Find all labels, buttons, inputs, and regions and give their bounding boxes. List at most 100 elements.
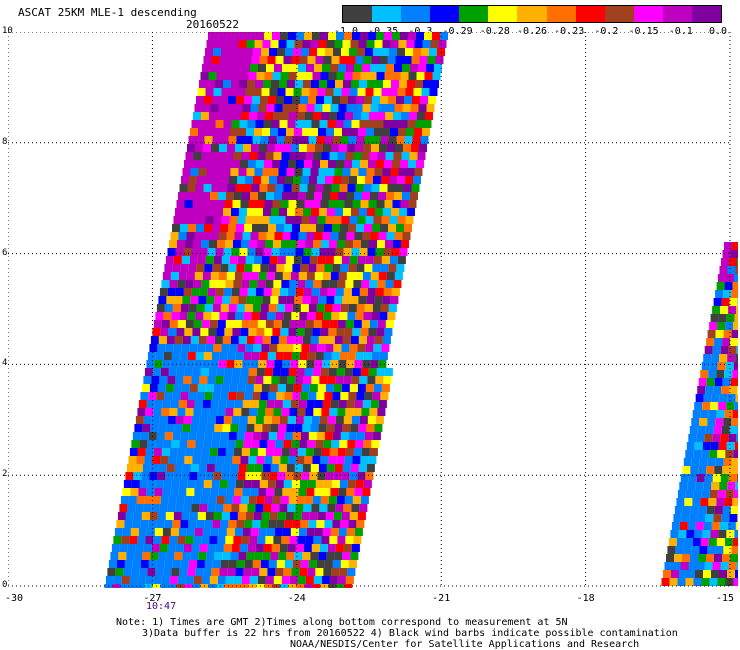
- swath-cell: [243, 312, 252, 320]
- swath-cell: [181, 472, 190, 480]
- swath-cell: [153, 320, 162, 328]
- swath-cell: [671, 570, 679, 578]
- swath-cell: [126, 464, 135, 472]
- swath-cell: [280, 32, 288, 40]
- swath-cell: [338, 360, 347, 368]
- swath-cell: [162, 400, 171, 408]
- swath-cell: [329, 576, 338, 584]
- swath-cell: [245, 472, 254, 480]
- swath-cell: [285, 384, 294, 392]
- swath-cell: [325, 256, 334, 264]
- map-plot[interactable]: [8, 32, 738, 588]
- swath-cell: [162, 528, 171, 536]
- swath-cell: [254, 168, 263, 176]
- swath-cell: [313, 112, 321, 120]
- swath-cell: [225, 408, 234, 416]
- swath-cell: [242, 232, 251, 240]
- swath-cell: [366, 336, 375, 344]
- swath-cell: [291, 312, 300, 320]
- swath-cell: [326, 424, 335, 432]
- swath-cell: [207, 208, 215, 216]
- swath-cell: [226, 272, 235, 280]
- swath-cell: [141, 384, 150, 392]
- swath-cell: [342, 424, 351, 432]
- swath-cell: [259, 480, 268, 488]
- swath-cell: [382, 336, 391, 344]
- swath-cell: [203, 312, 212, 320]
- swath-cell: [311, 288, 320, 296]
- swath-cell: [272, 328, 281, 336]
- swath-cell: [251, 480, 260, 488]
- swath-cell: [270, 168, 279, 176]
- swath-cell: [362, 232, 371, 240]
- swath-cell: [293, 472, 302, 480]
- swath-cell: [264, 32, 272, 40]
- swath-cell: [213, 176, 221, 184]
- swath-cell: [397, 88, 406, 96]
- swath-cell: [254, 464, 263, 472]
- swath-cell: [297, 536, 306, 544]
- swath-cell: [279, 416, 288, 424]
- swath-cell: [260, 304, 269, 312]
- swath-cell: [228, 392, 237, 400]
- swath-cell: [347, 352, 356, 360]
- swath-cell: [215, 288, 224, 296]
- swath-cell: [378, 232, 387, 240]
- swath-cell: [708, 410, 717, 418]
- swath-cell: [724, 242, 732, 250]
- swath-cell: [227, 480, 236, 488]
- swath-cell: [306, 272, 315, 280]
- swath-cell: [214, 552, 223, 560]
- swath-cell: [294, 424, 303, 432]
- swath-cell: [734, 274, 738, 282]
- swath-cell: [185, 320, 194, 328]
- swath-cell: [727, 482, 736, 490]
- swath-cell: [306, 528, 315, 536]
- swath-cell: [173, 344, 182, 352]
- swath-cell: [322, 104, 331, 112]
- swath-cell: [174, 296, 183, 304]
- swath-cell: [402, 64, 410, 72]
- swath-cell: [296, 368, 305, 376]
- swath-cell: [695, 522, 704, 530]
- swath-cell: [246, 424, 255, 432]
- swath-cell: [720, 434, 729, 442]
- swath-cell: [730, 554, 738, 562]
- swath-cell: [360, 456, 369, 464]
- swath-cell: [236, 136, 245, 144]
- swath-cell: [368, 32, 376, 40]
- swath-cell: [701, 450, 710, 458]
- swath-cell: [178, 192, 186, 200]
- swath-cell: [222, 424, 231, 432]
- swath-cell: [351, 120, 360, 128]
- swath-cell: [727, 570, 735, 578]
- swath-cell: [356, 96, 364, 104]
- swath-cell: [229, 216, 238, 224]
- swath-cell: [126, 552, 135, 560]
- swath-cell: [200, 200, 209, 208]
- swath-cell: [335, 544, 344, 552]
- swath-cell: [274, 400, 283, 408]
- swath-cell: [335, 248, 344, 256]
- swath-cell: [311, 416, 320, 424]
- swath-cell: [186, 528, 195, 536]
- swath-cell: [232, 72, 241, 80]
- swath-cell: [216, 368, 225, 376]
- swath-cell: [394, 192, 402, 200]
- swath-cell: [190, 464, 199, 472]
- swath-cell: [234, 360, 243, 368]
- swath-cell: [243, 568, 252, 576]
- swath-cell: [309, 216, 318, 224]
- swath-cell: [136, 496, 145, 504]
- swath-cell: [247, 288, 256, 296]
- swath-cell: [353, 448, 362, 456]
- swath-cell: [398, 168, 407, 176]
- swath-cell: [334, 552, 343, 560]
- swath-cell: [243, 352, 252, 360]
- swath-cell: [382, 128, 390, 136]
- swath-cell: [299, 352, 308, 360]
- swath-cell: [326, 168, 335, 176]
- swath-cell: [386, 64, 394, 72]
- swath-cell: [213, 48, 221, 56]
- swath-cell: [245, 48, 253, 56]
